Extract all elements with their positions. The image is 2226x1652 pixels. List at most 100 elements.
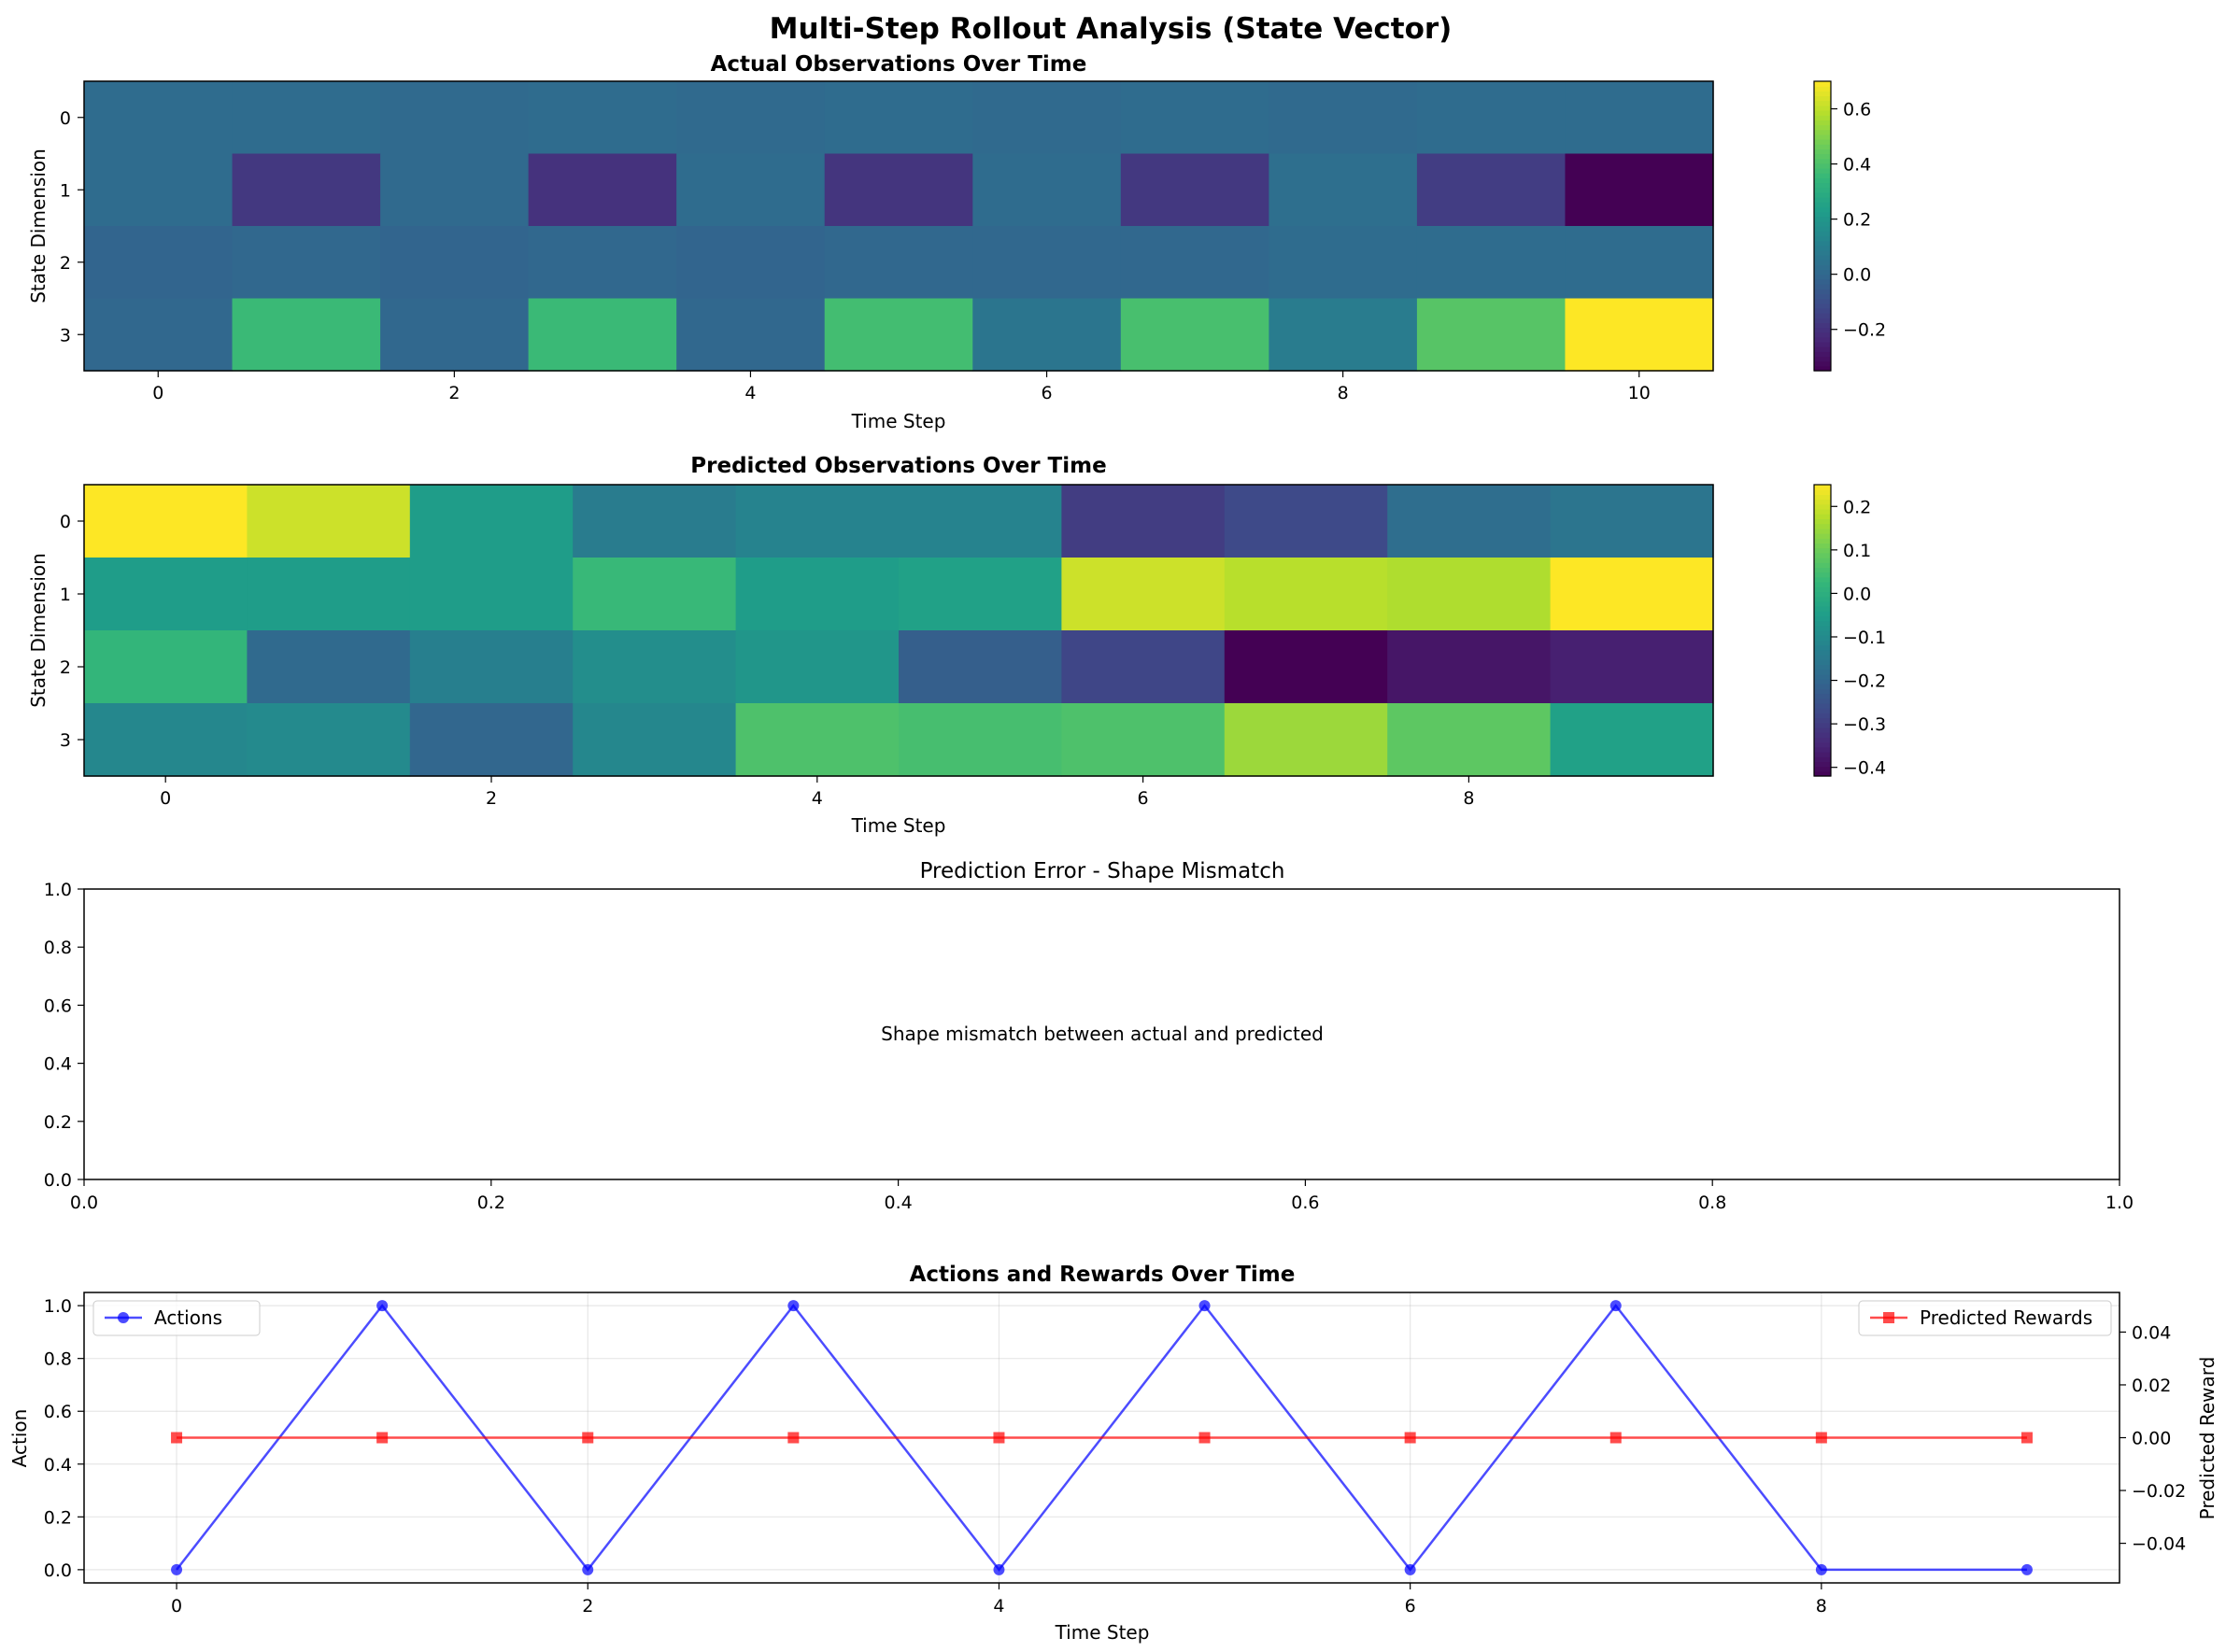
heatmap-cell <box>899 630 1062 704</box>
colorbar-segment <box>1814 558 1831 563</box>
predicted-rewards-point <box>1404 1432 1416 1444</box>
heatmap-cell <box>1565 81 1714 155</box>
colorbar-segment <box>1814 644 1831 651</box>
heatmap-cell <box>528 226 677 300</box>
x-tick-label: 10 <box>1628 383 1651 403</box>
colorbar-segment <box>1814 153 1831 160</box>
colorbar-segment <box>1814 615 1831 622</box>
y-tick-label: 3 <box>60 325 71 346</box>
heatmap-cell <box>380 298 530 372</box>
heatmap-cell <box>1550 703 1714 777</box>
heatmap-cell <box>1120 81 1269 155</box>
y-right-tick-label: 0.04 <box>2132 1322 2171 1343</box>
y-tick-label: 1.0 <box>44 1296 72 1317</box>
heatmap-cell <box>1416 81 1567 155</box>
colorbar-segment <box>1814 630 1831 636</box>
colorbar-segment <box>1814 708 1831 713</box>
colorbar-segment <box>1814 158 1831 164</box>
heatmap-cell <box>972 226 1122 300</box>
actions-point <box>376 1300 389 1312</box>
heatmap-cell <box>84 630 248 704</box>
error-panel-title: Prediction Error - Shape Mismatch <box>920 859 1285 883</box>
colorbar-segment <box>1814 746 1831 753</box>
colorbar-segment <box>1814 129 1831 135</box>
colorbar-segment <box>1814 336 1831 343</box>
colorbar-segment <box>1814 717 1831 724</box>
colorbar-segment <box>1814 499 1831 505</box>
rewards-legend: Predicted Rewards <box>1858 1300 2112 1336</box>
colorbar-segment <box>1814 284 1831 289</box>
colorbar-segment <box>1814 148 1831 155</box>
heatmap-cell <box>824 226 973 300</box>
colorbar-segment <box>1814 278 1831 285</box>
heatmap-cell <box>247 485 411 558</box>
colorbar-segment <box>1814 216 1831 222</box>
actions-rewards-title: Actions and Rewards Over Time <box>910 1263 1296 1287</box>
figure-title: Multi-Step Rollout Analysis (State Vecto… <box>770 12 1453 46</box>
colorbar-segment <box>1814 313 1831 318</box>
colorbar-tick-label: 0.0 <box>1843 265 1871 286</box>
heatmap-cell <box>528 298 677 372</box>
colorbar-segment <box>1814 655 1831 660</box>
x-tick-label: 2 <box>582 1596 593 1617</box>
heatmap-cell <box>1416 298 1567 372</box>
colorbar-tick-label: −0.3 <box>1843 714 1886 735</box>
predicted-colorbar: −0.4 −0.3 −0.2 −0.1 0.0 0.1 0.2 <box>1813 484 1886 779</box>
colorbar-segment <box>1814 703 1831 709</box>
colorbar-segment <box>1814 688 1831 695</box>
colorbar-frame <box>1813 80 1832 372</box>
heatmap-cell <box>232 81 381 155</box>
colorbar-segment <box>1814 640 1831 646</box>
colorbar-tick-label: 0.2 <box>1843 497 1871 517</box>
y-tick-label: 3 <box>60 730 71 751</box>
actions-ylabel: Action <box>8 1409 31 1468</box>
actual-heatmap-axes: 0 2 4 6 8 10 0 1 2 3 <box>60 108 1651 403</box>
colorbar-segment <box>1814 669 1831 675</box>
heatmap-cell <box>409 630 574 704</box>
heatmap-cell <box>1387 630 1552 704</box>
colorbar-segment <box>1814 182 1831 189</box>
y-tick-label: 1.0 <box>44 880 72 900</box>
colorbar-segment <box>1814 177 1831 184</box>
heatmap-cell <box>735 485 900 558</box>
heatmap-cell <box>247 558 411 631</box>
heatmap-cell <box>1061 703 1226 777</box>
heatmap-cell <box>1224 703 1388 777</box>
heatmap-cell <box>1269 226 1418 300</box>
colorbar-segment <box>1814 552 1831 558</box>
predicted-rewards-point <box>376 1432 389 1444</box>
colorbar-segment <box>1814 187 1831 193</box>
x-tick-label: 0 <box>152 383 163 403</box>
prediction-error-panel: Prediction Error - Shape Mismatch 0.0 0.2… <box>44 859 2134 1213</box>
colorbar-segment <box>1814 485 1831 490</box>
heatmap-cell <box>735 630 900 704</box>
colorbar-segment <box>1814 303 1831 309</box>
actual-heatmap-frame <box>83 80 1714 372</box>
colorbar-tick-label: 0.4 <box>1843 155 1871 176</box>
colorbar-segment <box>1814 240 1831 247</box>
heatmap-cell <box>1565 298 1714 372</box>
colorbar-segment <box>1814 365 1831 372</box>
colorbar-segment <box>1814 346 1831 352</box>
y-tick-label: 0 <box>60 512 71 532</box>
x-tick-label: 4 <box>993 1596 1004 1617</box>
colorbar-segment <box>1814 489 1831 495</box>
colorbar-segment <box>1814 766 1831 772</box>
colorbar-segment <box>1814 307 1831 314</box>
predicted-observations-panel: Predicted Observations Over Time 0 2 4 6 8 0 1… <box>27 454 1886 837</box>
x-tick-label: 0 <box>171 1596 182 1617</box>
heatmap-cell <box>1387 558 1552 631</box>
error-panel-axes: 0.0 0.2 0.4 0.6 0.8 1.0 0.0 0.2 0.4 0.6 0.8 1.0 <box>44 880 2134 1213</box>
y-tick-label: 0.2 <box>44 1112 72 1133</box>
actions-point <box>1609 1300 1622 1312</box>
heatmap-cell <box>899 485 1062 558</box>
colorbar-tick-label: 0.6 <box>1843 100 1871 120</box>
colorbar-segment <box>1814 606 1831 612</box>
predicted-heatmap-title: Predicted Observations Over Time <box>690 454 1106 478</box>
error-panel-frame <box>83 888 2120 1180</box>
x-tick-label: 2 <box>448 383 460 403</box>
y-right-tick-label: −0.02 <box>2132 1481 2186 1502</box>
y-right-tick-label: −0.04 <box>2132 1534 2186 1555</box>
y-tick-label: 0.8 <box>44 1349 72 1370</box>
heatmap-cell <box>1565 153 1714 227</box>
